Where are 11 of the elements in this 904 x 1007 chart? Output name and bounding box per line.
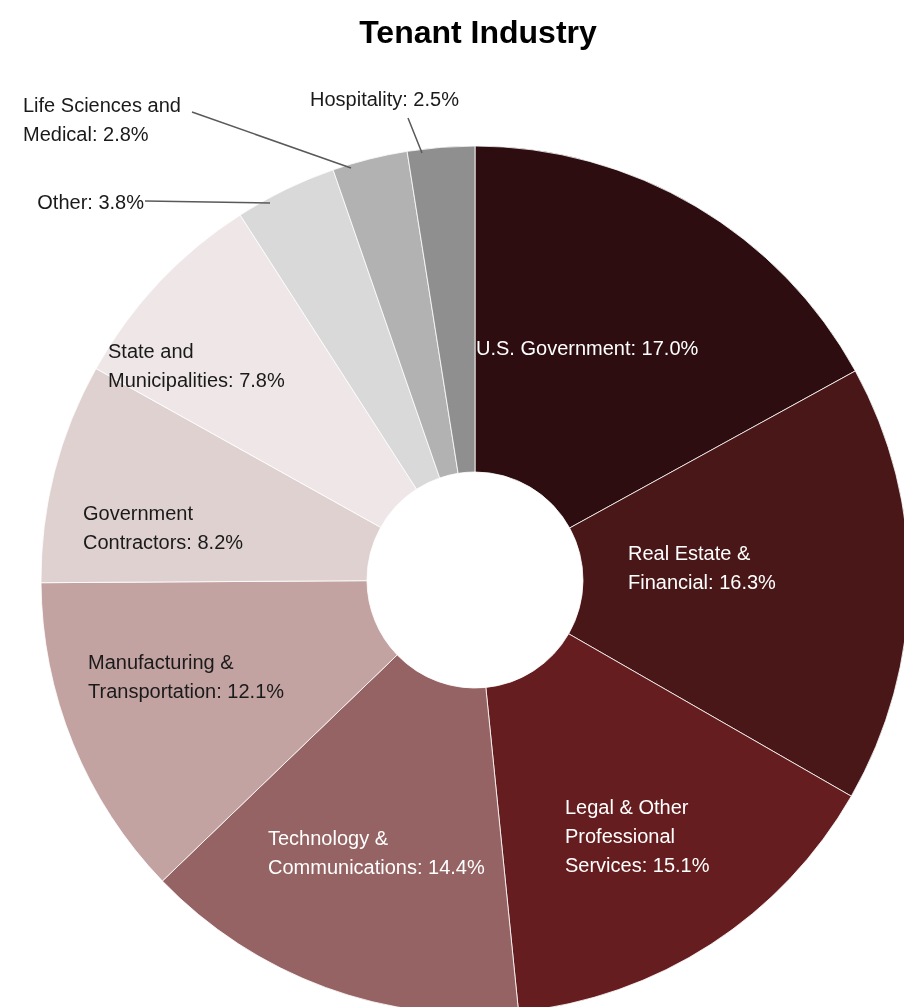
slice-label: Life Sciences and Medical: 2.8% xyxy=(23,94,181,145)
slice-label: Manufacturing & Transportation: 12.1% xyxy=(88,651,285,702)
slice-label: Legal & Other Professional Services: 15.1% xyxy=(565,796,710,876)
slice-label: Hospitality: 2.5% xyxy=(310,88,460,110)
slice-label: Technology & Communications: 14.4% xyxy=(268,827,485,878)
slice-label: State and Municipalities: 7.8% xyxy=(108,340,285,391)
slice-label: Government Contractors: 8.2% xyxy=(83,502,244,553)
slice-label: Real Estate & Financial: 16.3% xyxy=(628,542,777,593)
chart-title: Tenant Industry xyxy=(359,14,598,50)
slice-label: U.S. Government: 17.0% xyxy=(476,337,699,359)
slice-label: Other: 3.8% xyxy=(37,191,145,213)
